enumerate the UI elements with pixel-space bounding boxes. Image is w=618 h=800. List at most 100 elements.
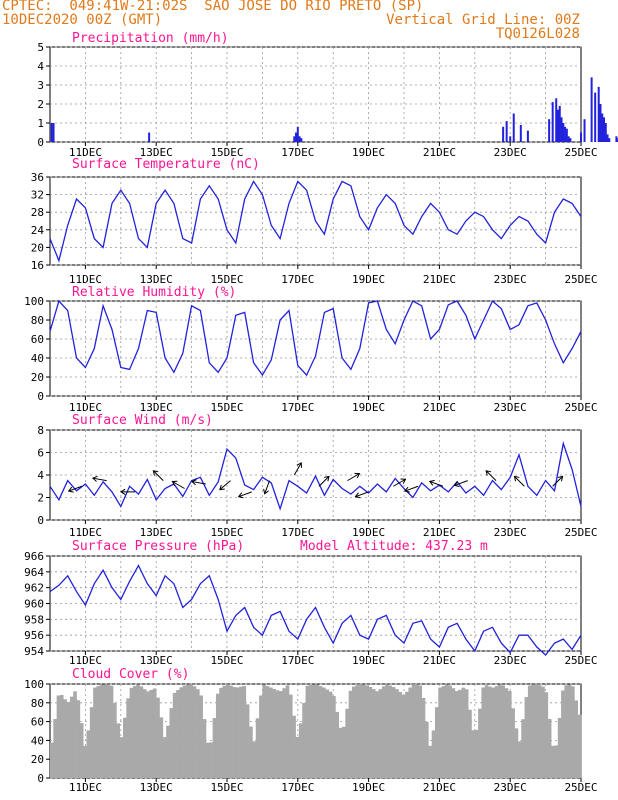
wind-arrow-head [120,488,126,495]
cloud-cover-bar [378,689,383,778]
cloud-cover-bar [458,689,462,778]
precip-ytick-label: 4 [37,60,44,73]
cloud-cover-bar [554,745,559,778]
temp-xtick-label: 23DEC [494,273,527,286]
wind-arrow-head [152,470,159,476]
precip-ytick-label: 0 [37,136,44,149]
cloud-cover-bar [365,685,369,778]
cloud-cover-bar [103,684,107,778]
cloud-cover-bar [69,696,74,778]
precip-bar [509,136,512,142]
press-title: Surface Pressure (hPa) [72,539,244,554]
precip-title: Precipitation (mm/h) [72,31,229,46]
cloud-cover-bar [441,686,446,778]
wind-arrow [347,473,360,482]
temp-ytick-label: 28 [31,206,44,219]
precip-bar [526,130,529,142]
cloud-cover-bar [491,687,496,778]
precip-xtick-label: 17DEC [281,146,314,159]
press-ytick-label: 962 [24,582,44,595]
cloud-cover-bar [501,685,505,778]
wind-arrow [485,470,497,481]
cloud-cover-bar [375,691,379,778]
precip-bar [548,119,551,142]
precip-bar [599,104,602,142]
cloud-cover-bar [531,684,535,778]
cloud-cover-bar [56,695,61,778]
cloud-cover-bar [464,689,469,778]
cloud-cover-bar [209,742,213,778]
cloud-cover-bar [544,692,549,778]
wind-arrow-head [219,484,225,491]
cloud-cover-bar [89,707,94,778]
header-station: CPTEC: 049:41W-21:02S SAO JOSE DO RIO PR… [2,0,424,14]
cloud-cover-bar [205,742,210,778]
press-xtick-label: 25DEC [564,654,597,667]
cloud-cover-bar [282,688,286,778]
cloud-cover-bar [142,689,147,778]
press-subtitle: Model Altitude: 437.23 m [300,539,488,554]
wind-arrow-head [323,475,330,482]
cloud-cover-bar [232,687,237,778]
cloud-ytick-label: 40 [31,734,44,747]
temp-xtick-label: 21DEC [423,273,456,286]
cloud-cover-bar [451,688,456,778]
wind-arrow-head [354,472,361,479]
precip-bar [148,132,151,142]
cloud-cover-bar [136,684,140,778]
wind-arrow [172,481,185,489]
cloud-cover-bar [146,691,150,778]
temp-ytick-label: 24 [31,224,45,237]
cloud-cover-bar [126,698,130,778]
press-xtick-label: 21DEC [423,654,456,667]
cloud-cover-bar [169,708,174,778]
cloud-cover-bar [235,687,240,778]
cloud-cover-bar [534,684,539,778]
wind-arrow [404,485,419,492]
cloud-cover-bar [328,691,333,778]
wind-arrow-head [191,479,197,486]
cloud-cover-bar [421,697,426,778]
wind-arrow [219,480,231,491]
cloud-cover-bar [561,690,565,778]
precip-bar [580,132,582,142]
cloud-cover-bar [571,686,575,778]
wind-xtick-label: 23DEC [494,526,527,539]
cloud-cover-bar [547,719,552,778]
wind-ytick-label: 8 [37,424,44,437]
cloud-cover-bar [119,737,124,778]
cloud-cover-bar [494,686,499,778]
wind-arrow [552,475,563,487]
precip-xtick-label: 19DEC [352,146,385,159]
precip-ytick-label: 1 [37,117,44,130]
cloud-cover-bar [275,690,280,778]
wind-arrow-head [296,462,302,468]
wind-arrow-head [91,475,98,482]
precip-bar [565,128,568,142]
cloud-cover-bar [162,737,167,778]
precip-bar [558,105,561,142]
precip-bar [293,136,296,142]
cloud-cover-bar [448,685,452,778]
temp-title: Surface Temperature (nC) [72,157,260,172]
cloud-cover-bar [63,699,67,778]
cloud-cover-bar [405,691,409,778]
cloud-cover-bar [265,686,270,778]
cloud-cover-bar [79,723,84,778]
cloud-cover-bar [239,686,243,778]
rh-ytick-label: 0 [37,390,44,403]
rh-title: Relative Humidity (%) [72,285,236,300]
cloud-cover-bar [368,686,373,778]
cloud-cover-bar [139,686,144,778]
rh-xtick-label: 25DEC [564,401,597,414]
cloud-cover-bar [215,693,220,778]
press-xtick-label: 13DEC [140,654,173,667]
cloud-cover-bar [288,694,293,778]
cloud-cover-bar [425,721,429,778]
rh-series-line [49,299,582,377]
cloud-cover-bar [557,717,562,778]
cloud-cover-bar [278,691,283,778]
cloud-cover-bar [113,702,117,778]
cloud-cover-bar [524,696,529,778]
